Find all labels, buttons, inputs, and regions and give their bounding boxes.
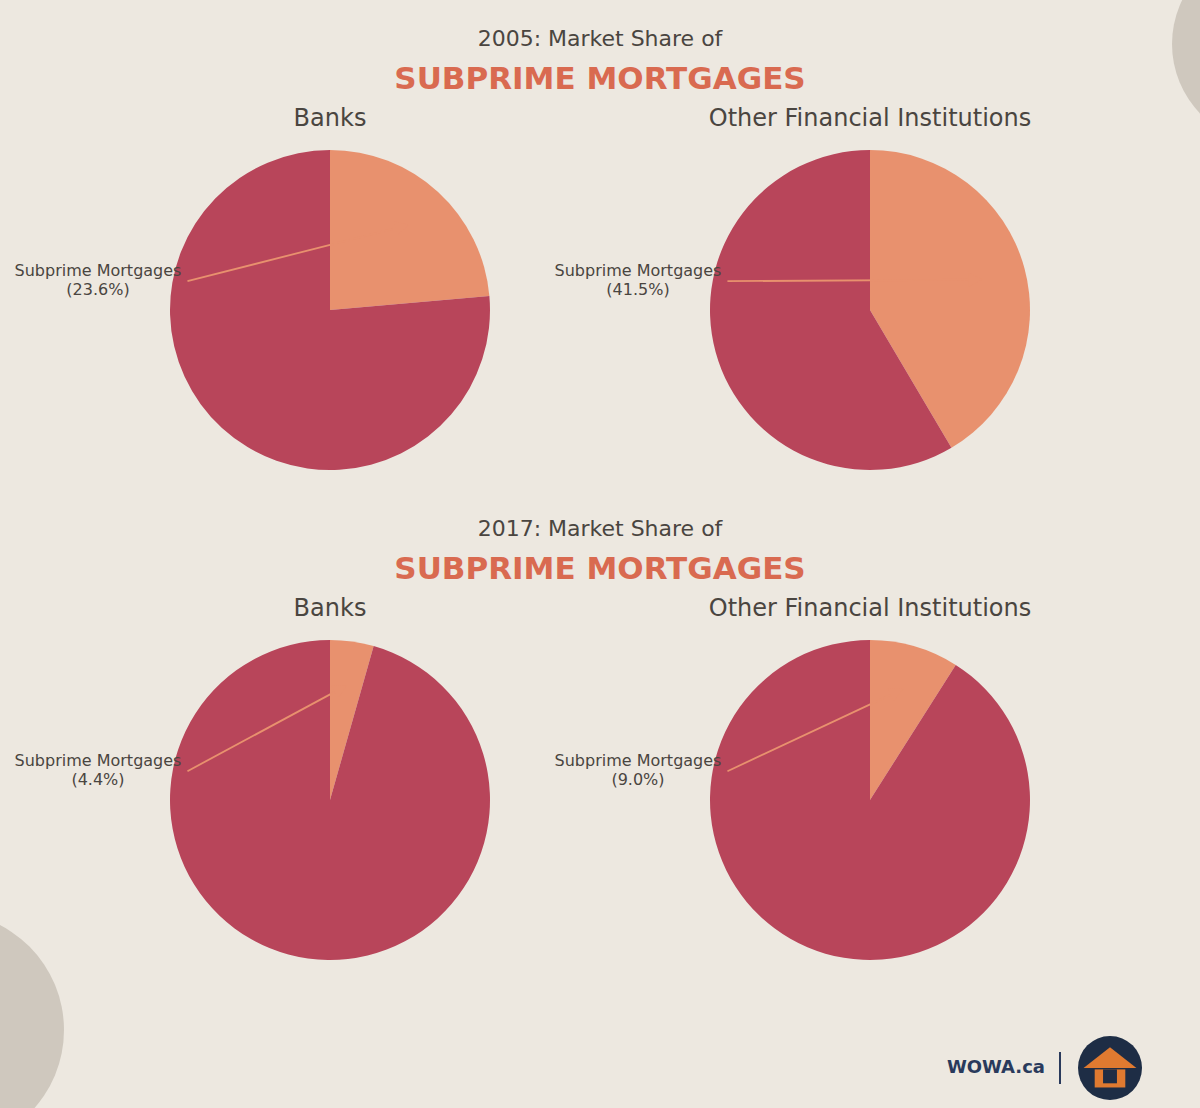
annotation-line: (4.4%) <box>71 770 124 789</box>
branding: WOWA.ca <box>947 1036 1142 1100</box>
pie-slice <box>710 640 1030 960</box>
pie-slice <box>330 150 489 310</box>
slices <box>170 150 490 470</box>
decor-circle <box>1172 0 1200 144</box>
section-title: SUBPRIME MORTGAGES <box>394 60 805 96</box>
chart-title: Banks <box>294 594 367 622</box>
chart-title: Other Financial Institutions <box>709 104 1031 132</box>
annotation-line: Subprime Mortgages <box>15 751 182 770</box>
chart-canvas: 2005: Market Share of SUBPRIME MORTGAGES 2… <box>0 0 1200 1108</box>
slices <box>710 150 1030 470</box>
decor-circle <box>0 912 64 1108</box>
chart-title: Banks <box>294 104 367 132</box>
annotation-arrow <box>727 689 902 771</box>
logo-circle <box>1078 1036 1142 1100</box>
section-subtitle: 2005: Market Share of <box>478 26 724 51</box>
pie-slice <box>710 150 951 470</box>
annotation-line: (41.5%) <box>606 280 669 299</box>
section-title: SUBPRIME MORTGAGES <box>394 550 805 586</box>
footer: WOWA.ca <box>947 1056 1045 1077</box>
annotation-arrow <box>727 280 981 282</box>
pie-slice <box>170 640 490 960</box>
annotation: Subprime Mortgages(41.5%) <box>555 261 722 299</box>
annotation: Subprime Mortgages(4.4%) <box>15 751 182 789</box>
annotation-line: Subprime Mortgages <box>555 751 722 770</box>
pie-slice <box>170 150 490 470</box>
logo-house <box>1095 1069 1126 1087</box>
annotation-line: (23.6%) <box>66 280 129 299</box>
pie-chart: Banks Subprime Mortgages(23.6%) <box>15 104 490 470</box>
annotation-line: Subprime Mortgages <box>555 261 722 280</box>
annotation-arrow <box>187 686 345 771</box>
annotation-line: Subprime Mortgages <box>15 261 182 280</box>
chart-title: Other Financial Institutions <box>709 594 1031 622</box>
annotation-arrow <box>187 225 407 281</box>
annotation: Subprime Mortgages(23.6%) <box>15 261 182 299</box>
pie-chart: Banks Subprime Mortgages(4.4%) <box>15 594 490 960</box>
section-subtitle: 2017: Market Share of <box>478 516 724 541</box>
annotation-line: (9.0%) <box>611 770 664 789</box>
logo-door <box>1103 1069 1117 1083</box>
pie-chart: Other Financial Institutions Subprime Mor… <box>555 594 1032 960</box>
footer-separator <box>1059 1052 1061 1084</box>
pie-chart: Other Financial Institutions Subprime Mor… <box>555 104 1032 470</box>
annotation: Subprime Mortgages(9.0%) <box>555 751 722 789</box>
slices <box>710 640 1030 960</box>
logo-roof <box>1084 1047 1137 1068</box>
background <box>0 0 1200 1108</box>
slices <box>170 640 490 960</box>
